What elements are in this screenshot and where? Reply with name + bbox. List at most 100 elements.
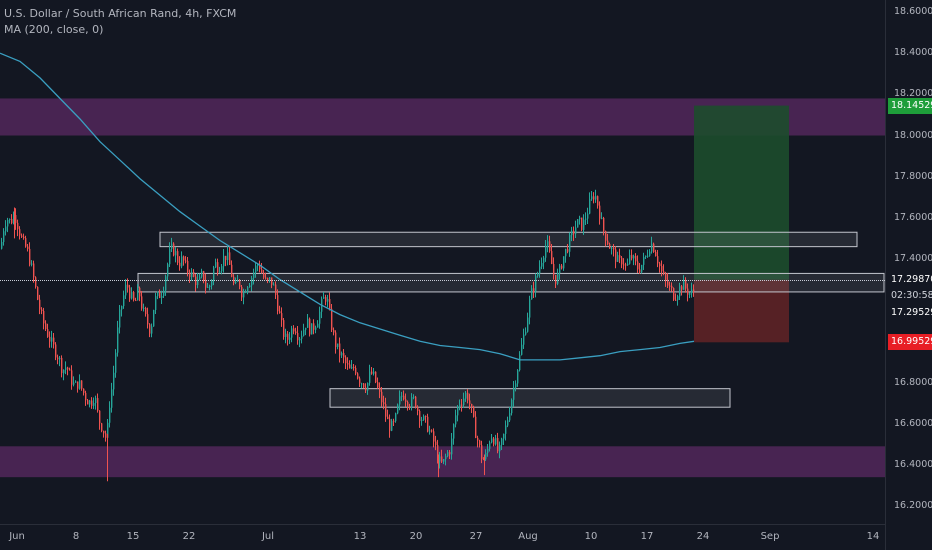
candle-body [645,255,647,258]
candle-body [261,269,263,273]
symbol-title[interactable]: U.S. Dollar / South African Rand, 4h, FX… [4,7,237,20]
candle [27,244,29,252]
candle-body [621,257,623,265]
candle-body [307,318,309,328]
candle-body [385,404,387,417]
candle-body [631,255,633,259]
candle-body [533,288,535,292]
candle-body [93,402,95,406]
candle [637,255,639,274]
candle [381,387,383,407]
candle [515,380,517,392]
candle [171,237,173,253]
candle [121,305,123,317]
last-price-line [0,280,885,281]
candle-body [35,277,37,287]
candle-body [15,215,17,223]
candle [523,328,525,350]
candle-body [577,219,579,228]
candle-body [359,378,361,384]
support-resistance-rectangles[interactable] [137,231,885,408]
candle-body [371,371,373,374]
candle [367,382,369,395]
time-tick-label: 20 [409,531,423,542]
candle-body [367,382,369,391]
candle [353,363,355,371]
candle [155,292,157,314]
candle-body [153,309,155,327]
candle [489,440,491,452]
candle [93,397,95,410]
candle-body [79,380,81,389]
candle-body [267,278,269,280]
candle [613,244,615,257]
candle-body [27,246,29,249]
candle-body [291,328,293,338]
candle-body [155,296,157,310]
candle [137,284,139,301]
candle [329,292,331,311]
candle [511,398,513,416]
candle [323,292,325,299]
candle [229,245,231,265]
candle [285,328,287,344]
candle [159,289,161,299]
candle-body [277,295,279,312]
candle-body [327,299,329,302]
candle [567,244,569,254]
candle [461,399,463,412]
candle-body [437,445,439,462]
time-tick-label: Jun [9,531,25,542]
candle-body [235,281,237,284]
indicator-title[interactable]: MA (200, close, 0) [4,23,104,36]
candle-body [157,292,159,297]
price-tick-label: 17.80000 [894,170,932,182]
candle [47,323,49,338]
candle [161,290,163,305]
candle [483,457,485,461]
candle [575,220,577,238]
candle [693,284,695,297]
candle-body [659,263,661,267]
candle-body [197,279,199,286]
candle-body [373,371,375,374]
candle-body [181,256,183,267]
candle [75,380,77,383]
long-position-tool[interactable] [694,105,789,343]
candle-body [121,306,123,310]
candle [611,246,613,255]
candle-body [573,230,575,234]
candle [363,382,365,389]
candle [207,283,209,289]
candle [407,400,409,411]
candle-body [655,252,657,257]
candle [475,411,477,439]
candle [397,403,399,415]
candle [441,449,443,463]
candle-body [467,392,469,401]
candle [213,265,215,286]
candle [173,242,175,257]
candle-body [551,251,553,265]
candle [43,307,45,330]
candle-body [57,357,59,360]
candle [199,273,201,281]
candle-body [399,396,401,405]
candle [369,364,371,386]
candle [645,255,647,259]
candle-body [129,287,131,299]
candle-body [651,243,653,252]
candle-body [649,251,651,256]
candle [1,237,3,250]
candle [167,262,169,281]
candle [223,248,225,273]
candle [245,289,247,294]
candle [191,268,193,281]
candle-body [345,357,347,364]
candle-body [389,419,391,431]
level-box-1 [137,272,885,293]
level-box-0 [159,231,858,248]
candle-body [357,373,359,379]
candle-body [391,420,393,431]
